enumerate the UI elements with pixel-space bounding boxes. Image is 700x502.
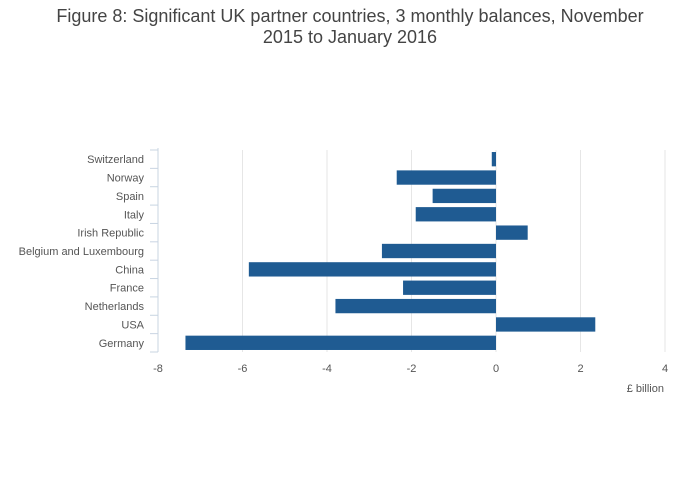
bar-netherlands: [335, 298, 496, 314]
bar-usa: [496, 317, 596, 332]
y-tick-label: Italy: [124, 209, 145, 221]
y-tick-label: Belgium and Luxembourg: [19, 246, 144, 258]
x-tick-label: 0: [493, 363, 499, 375]
chart-title: Figure 8: Significant UK partner countri…: [0, 6, 700, 48]
y-tick-label: Switzerland: [87, 154, 144, 166]
y-tick-label: Irish Republic: [77, 228, 144, 240]
bar-china: [248, 262, 496, 277]
x-tick-label: 2: [577, 363, 583, 375]
y-tick-label: Norway: [107, 173, 145, 185]
x-axis-title: £ billion: [627, 383, 664, 395]
y-tick-label: Germany: [99, 338, 145, 350]
bar-belgium-and-luxembourg: [381, 243, 496, 259]
bar-irish-republic: [496, 225, 528, 240]
y-axis: Switzerland Norway Spain Italy Irish Republi…: [19, 148, 159, 353]
y-tick-label: Spain: [116, 191, 144, 203]
bar-france: [403, 280, 496, 295]
x-axis: -8 -6 -4 -2 0 2 4: [153, 363, 668, 375]
chart-title-line-2: 2015 to January 2016: [262, 27, 438, 47]
y-tick-label: Netherlands: [85, 301, 145, 313]
y-tick-label: France: [110, 283, 144, 295]
y-tick-label: China: [115, 264, 145, 276]
x-tick-label: -8: [153, 363, 163, 375]
bar-norway: [396, 170, 496, 185]
bar-spain: [432, 188, 496, 204]
bar-switzerland: [491, 152, 496, 167]
x-tick-label: -6: [238, 363, 248, 375]
x-tick-label: -4: [322, 363, 332, 375]
x-tick-label: -2: [407, 363, 417, 375]
bar-italy: [415, 207, 496, 222]
bar-germany: [185, 335, 496, 350]
chart-title-line-1: Figure 8: Significant UK partner countri…: [56, 6, 644, 26]
y-tick-label: USA: [121, 319, 144, 331]
bars: [185, 152, 596, 350]
x-tick-label: 4: [662, 363, 668, 375]
